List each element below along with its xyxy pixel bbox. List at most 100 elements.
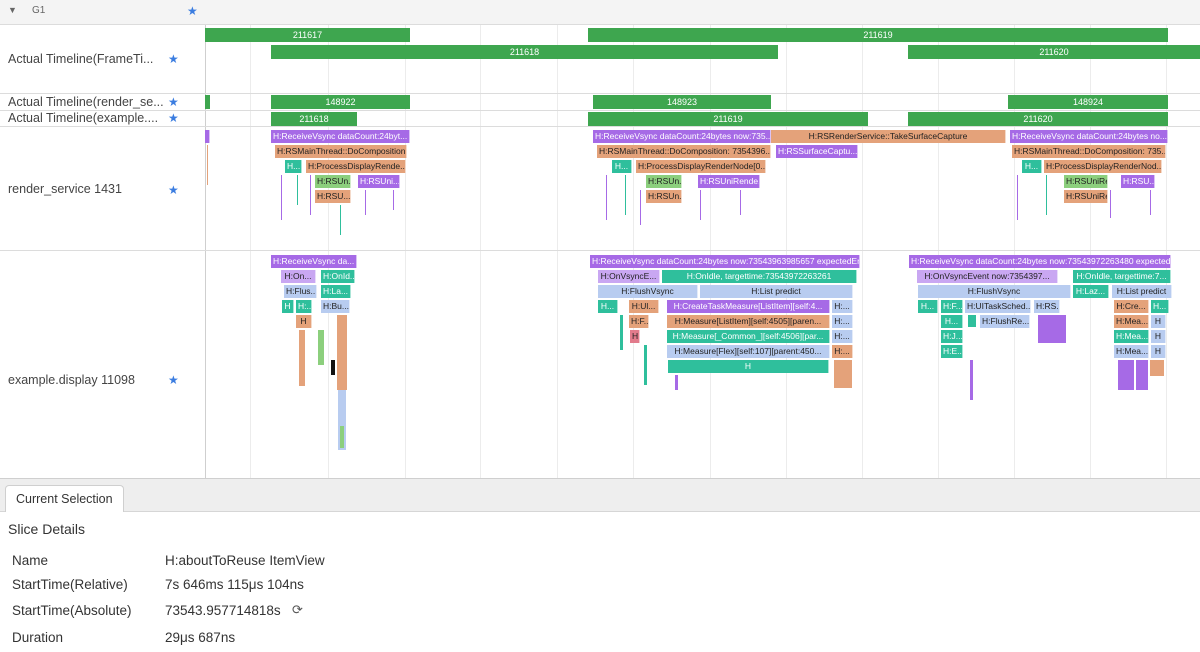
slice[interactable]: H <box>282 300 294 313</box>
frame-slice[interactable]: 211618 <box>271 45 778 59</box>
slice[interactable]: H <box>668 360 829 373</box>
slice[interactable]: H:RSU... <box>1121 175 1155 188</box>
slice[interactable]: H:ReceiveVsync dataCount:24bytes now:735… <box>590 255 860 268</box>
slice[interactable]: H <box>1151 330 1166 343</box>
slice[interactable]: H:... <box>832 300 853 313</box>
frame-slice[interactable]: 211619 <box>588 28 1168 42</box>
slice[interactable]: H:Mea... <box>1114 345 1149 358</box>
slice[interactable]: H:RSMainThread::DoComposition: 735... <box>1012 145 1166 158</box>
row-example-display[interactable]: example.display 11098 ★ H:ReceiveVsync d… <box>0 251 1200 478</box>
frame-slice[interactable]: 211620 <box>908 112 1168 126</box>
group-header-g1[interactable]: ▼ G1 ★ <box>0 0 1200 25</box>
slice[interactable]: H:RSUn... <box>315 175 351 188</box>
slice[interactable]: H:ReceiveVsync dataCount:24bytes no... <box>1010 130 1168 143</box>
star-icon[interactable]: ★ <box>168 373 179 387</box>
row-actual-render-service[interactable]: Actual Timeline(render_se... ★ 148922 14… <box>0 94 1200 111</box>
frame-slice[interactable]: 211620 <box>908 45 1200 59</box>
slice[interactable]: H:Measure[_Common_][self:4506][par... <box>667 330 830 343</box>
slice[interactable]: H... <box>1022 160 1042 173</box>
star-icon[interactable]: ★ <box>168 52 179 66</box>
slice[interactable]: H... <box>285 160 302 173</box>
slice[interactable]: H:OnVsyncE... <box>598 270 660 283</box>
slice[interactable]: H:... <box>832 315 853 328</box>
slice[interactable]: H:ProcessDisplayRenderNod... <box>1044 160 1162 173</box>
slice[interactable]: H:J... <box>941 330 963 343</box>
star-icon[interactable]: ★ <box>168 183 179 197</box>
tab-current-selection[interactable]: Current Selection <box>5 485 124 512</box>
slice[interactable]: H:FlushVsync <box>918 285 1071 298</box>
row-actual-frametimeline[interactable]: Actual Timeline(FrameTi... ★ 211617 2116… <box>0 24 1200 94</box>
slice[interactable]: H:RSUniRe... <box>1064 190 1108 203</box>
row-actual-example[interactable]: Actual Timeline(example.... ★ 211618 211… <box>0 111 1200 127</box>
slice[interactable]: H:Measure[Flex][self:107][parent:450... <box>667 345 830 358</box>
slice[interactable]: H:On... <box>281 270 316 283</box>
slice[interactable]: H:CreateTaskMeasure[ListItem][self:4... <box>667 300 830 313</box>
slice[interactable]: H:... <box>296 300 312 313</box>
slice[interactable]: H:FlushVsync <box>598 285 698 298</box>
frame-slice[interactable]: 211619 <box>588 112 868 126</box>
slice[interactable]: H:UITaskSched... <box>965 300 1031 313</box>
slice[interactable]: H... <box>918 300 938 313</box>
star-icon[interactable]: ★ <box>168 111 179 125</box>
star-icon[interactable]: ★ <box>187 4 198 18</box>
slice[interactable]: H:La... <box>321 285 351 298</box>
slice[interactable]: H:RSUniRe... <box>1064 175 1108 188</box>
slice[interactable]: H:Ul... <box>629 300 659 313</box>
slice[interactable]: H:ReceiveVsync dataCount:24byt... <box>271 130 410 143</box>
slice[interactable]: H:RSUniRende... <box>698 175 760 188</box>
frame-slice[interactable]: 148922 <box>271 95 410 109</box>
slice[interactable]: H:F... <box>941 300 963 313</box>
collapse-arrow-icon[interactable]: ▼ <box>8 5 17 15</box>
frame-slice[interactable]: 211617 <box>205 28 410 42</box>
slice[interactable]: H:Mea... <box>1114 330 1149 343</box>
slice[interactable]: H:ProcessDisplayRenderNode[0... <box>636 160 766 173</box>
slice[interactable]: H:RSUn... <box>646 175 682 188</box>
slice[interactable]: H:Flus... <box>284 285 317 298</box>
slice[interactable]: H:... <box>832 345 853 358</box>
slice[interactable]: H:OnIdle, targettime:73543972263261 <box>662 270 857 283</box>
slice[interactable]: H:RSUn... <box>646 190 682 203</box>
refresh-icon[interactable]: ⟳ <box>292 602 303 617</box>
slice[interactable]: H:... <box>832 330 853 343</box>
slice[interactable]: H:Measure[ListItem][self:4505][paren... <box>667 315 830 328</box>
slice[interactable]: H <box>1151 345 1166 358</box>
slice[interactable]: H:ReceiveVsync dataCount:24bytes now:735… <box>909 255 1171 268</box>
frame-slice[interactable] <box>205 95 210 109</box>
slice[interactable]: H:ReceiveVsync dataCount:24bytes now:735… <box>593 130 771 143</box>
slice[interactable]: H:RSSurfaceCaptu... <box>776 145 858 158</box>
slice[interactable]: H... <box>941 315 963 328</box>
slice[interactable]: H:RS... <box>1034 300 1060 313</box>
frame-slice[interactable]: 211618 <box>271 112 357 126</box>
slice[interactable]: H:Laz... <box>1073 285 1109 298</box>
slice[interactable]: H:E... <box>941 345 963 358</box>
slice[interactable]: H:ProcessDisplayRende... <box>306 160 406 173</box>
slice[interactable]: H:RSMainThread::DoComposition... <box>275 145 407 158</box>
slice[interactable]: H:Bu... <box>321 300 350 313</box>
slice[interactable]: H:RSU... <box>315 190 351 203</box>
slice[interactable]: H:List predict <box>1112 285 1172 298</box>
slice[interactable]: H:Cre... <box>1114 300 1149 313</box>
star-icon[interactable]: ★ <box>168 95 179 109</box>
slice[interactable]: H:Mea... <box>1114 315 1149 328</box>
slice[interactable]: H <box>1151 315 1166 328</box>
slice[interactable]: H... <box>598 300 618 313</box>
slice[interactable]: H... <box>1151 300 1169 313</box>
slice[interactable]: H:OnIdle, targettime:7... <box>1073 270 1171 283</box>
row-render-service[interactable]: render_service 1431 ★ H:ReceiveVsync dat… <box>0 127 1200 251</box>
slice[interactable]: H:RSUni... <box>358 175 400 188</box>
slice[interactable] <box>205 130 210 143</box>
slice[interactable]: H:F... <box>629 315 649 328</box>
frame-slice[interactable]: 148923 <box>593 95 771 109</box>
frame-slice[interactable]: 148924 <box>1008 95 1168 109</box>
slice[interactable]: H <box>296 315 312 328</box>
slice[interactable]: H:List predict <box>700 285 853 298</box>
slice[interactable]: H:RSMainThread::DoComposition: 7354396..… <box>597 145 771 158</box>
slice[interactable]: H <box>630 330 640 343</box>
slice[interactable]: H:ReceiveVsync da... <box>271 255 357 268</box>
slice[interactable]: H... <box>612 160 632 173</box>
slice[interactable]: H:OnVsyncEvent now:7354397... <box>917 270 1058 283</box>
slice[interactable]: H:FlushRe... <box>980 315 1030 328</box>
slice[interactable]: H:RSRenderService::TakeSurfaceCapture <box>771 130 1006 143</box>
slice[interactable]: H:OnId... <box>321 270 355 283</box>
trace-viewer[interactable]: ▼ G1 ★ Actual Timeline(FrameTi... ★ 2116… <box>0 0 1200 478</box>
